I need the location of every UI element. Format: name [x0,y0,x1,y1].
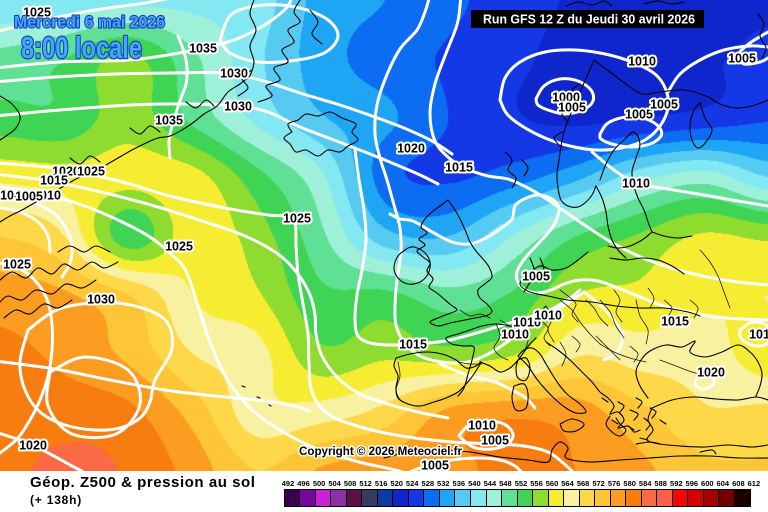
svg-text:8:00 locale: 8:00 locale [21,30,142,65]
svg-text:1020: 1020 [19,439,47,453]
svg-text:1015: 1015 [445,161,473,175]
svg-text:Mercredi 6 mai 2026: Mercredi 6 mai 2026 [14,13,165,32]
svg-text:1010: 1010 [628,55,656,69]
svg-text:1005: 1005 [15,190,43,204]
svg-text:1005: 1005 [625,108,653,122]
svg-text:1005: 1005 [421,459,449,472]
svg-text:Copyright © 2026 Meteociel.fr: Copyright © 2026 Meteociel.fr [299,444,462,458]
svg-text:1005: 1005 [481,434,509,448]
svg-text:1000: 1000 [0,189,28,203]
svg-text:1025: 1025 [165,240,193,254]
svg-text:1010: 1010 [501,328,529,342]
svg-text:Run GFS 12 Z du Jeudi 30 avril: Run GFS 12 Z du Jeudi 30 avril 2026 [483,12,695,27]
svg-text:1010: 1010 [534,309,562,323]
svg-text:1030: 1030 [224,100,252,114]
svg-text:1005: 1005 [650,98,678,112]
svg-text:1015: 1015 [40,174,68,188]
svg-text:1025: 1025 [23,6,51,20]
svg-text:1005: 1005 [728,52,756,66]
svg-text:1035: 1035 [155,114,183,128]
svg-text:1020: 1020 [697,366,725,380]
svg-text:1020: 1020 [397,142,425,156]
svg-text:1005: 1005 [522,270,550,284]
svg-text:1010: 1010 [513,316,541,330]
svg-text:1015: 1015 [661,315,689,329]
svg-text:1030: 1030 [220,67,248,81]
svg-text:1010: 1010 [622,177,650,191]
svg-text:1025: 1025 [283,212,311,226]
svg-text:1035: 1035 [189,42,217,56]
svg-text:1030: 1030 [87,293,115,307]
svg-text:1025: 1025 [3,258,31,272]
svg-text:1015: 1015 [749,328,768,342]
svg-text:1010: 1010 [468,419,496,433]
svg-text:1020: 1020 [52,165,80,179]
svg-text:1015: 1015 [399,338,427,352]
svg-text:1005: 1005 [558,101,586,115]
svg-text:1000: 1000 [552,91,580,105]
svg-text:1010: 1010 [33,189,61,203]
svg-text:1025: 1025 [77,165,105,179]
